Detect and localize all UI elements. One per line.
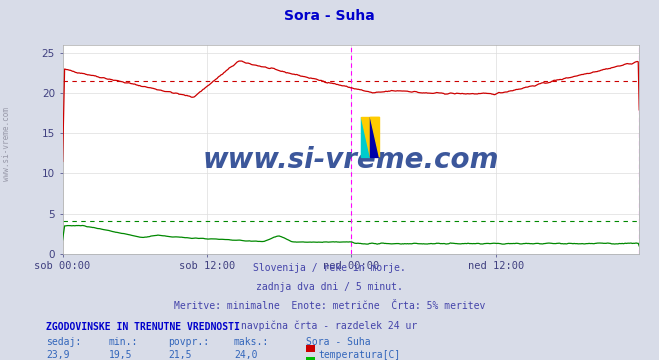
Polygon shape bbox=[370, 117, 380, 157]
Text: Meritve: minimalne  Enote: metrične  Črta: 5% meritev: Meritve: minimalne Enote: metrične Črta:… bbox=[174, 301, 485, 311]
Text: zadnja dva dni / 5 minut.: zadnja dva dni / 5 minut. bbox=[256, 282, 403, 292]
Text: 24,0: 24,0 bbox=[234, 350, 258, 360]
Text: 23,9: 23,9 bbox=[46, 350, 70, 360]
Text: 19,5: 19,5 bbox=[109, 350, 132, 360]
Text: ZGODOVINSKE IN TRENUTNE VREDNOSTI: ZGODOVINSKE IN TRENUTNE VREDNOSTI bbox=[46, 322, 240, 332]
Text: min.:: min.: bbox=[109, 337, 138, 347]
Text: povpr.:: povpr.: bbox=[168, 337, 209, 347]
Text: temperatura[C]: temperatura[C] bbox=[318, 350, 401, 360]
Text: navpična črta - razdelek 24 ur: navpična črta - razdelek 24 ur bbox=[241, 320, 418, 330]
Text: Sora - Suha: Sora - Suha bbox=[284, 9, 375, 23]
Text: Sora - Suha: Sora - Suha bbox=[306, 337, 371, 347]
Polygon shape bbox=[361, 117, 370, 157]
Text: www.si-vreme.com: www.si-vreme.com bbox=[203, 146, 499, 174]
Text: www.si-vreme.com: www.si-vreme.com bbox=[2, 107, 11, 181]
Text: sedaj:: sedaj: bbox=[46, 337, 81, 347]
Polygon shape bbox=[361, 117, 370, 157]
Polygon shape bbox=[370, 117, 380, 157]
Text: 21,5: 21,5 bbox=[168, 350, 192, 360]
Text: maks.:: maks.: bbox=[234, 337, 269, 347]
Text: Slovenija / reke in morje.: Slovenija / reke in morje. bbox=[253, 263, 406, 273]
